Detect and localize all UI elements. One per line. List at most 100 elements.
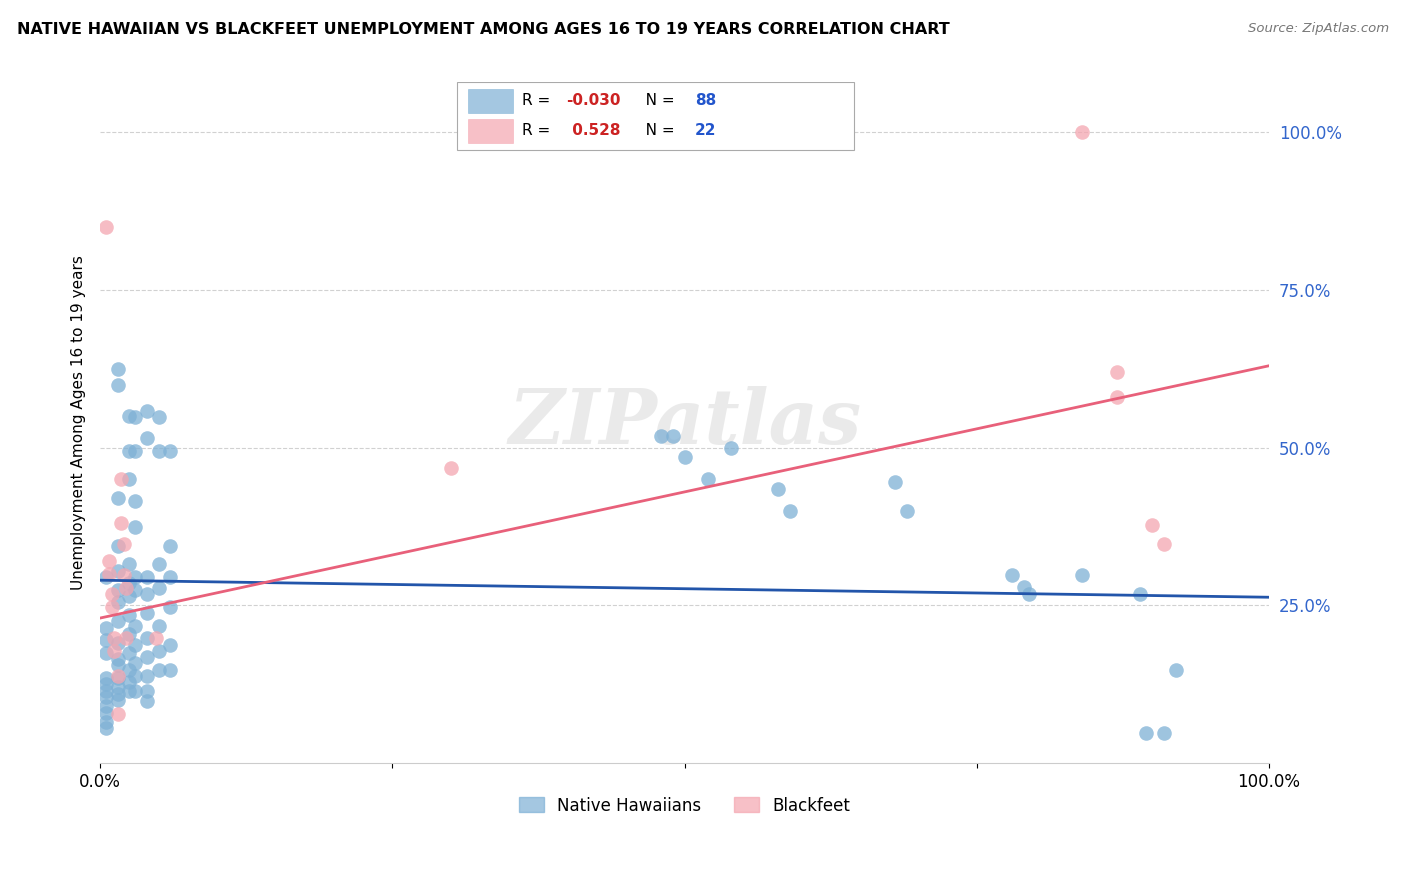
Text: R =: R = bbox=[522, 94, 555, 109]
Text: 0.528: 0.528 bbox=[567, 123, 620, 138]
Text: ZIPatlas: ZIPatlas bbox=[508, 385, 860, 459]
Point bbox=[159, 638, 181, 652]
Point bbox=[1164, 663, 1187, 677]
Y-axis label: Unemployment Among Ages 16 to 19 years: Unemployment Among Ages 16 to 19 years bbox=[72, 255, 86, 590]
Point bbox=[94, 706, 117, 720]
FancyBboxPatch shape bbox=[468, 88, 513, 113]
Point bbox=[107, 595, 129, 609]
Point bbox=[94, 715, 117, 730]
Point bbox=[101, 599, 124, 614]
Point bbox=[145, 632, 167, 646]
Point bbox=[1153, 726, 1175, 740]
Point bbox=[103, 632, 125, 646]
Point bbox=[159, 570, 181, 584]
Point bbox=[94, 683, 117, 698]
Point bbox=[148, 410, 170, 425]
Text: N =: N = bbox=[631, 123, 679, 138]
Point bbox=[135, 606, 157, 620]
Point bbox=[135, 431, 157, 445]
FancyBboxPatch shape bbox=[468, 119, 513, 144]
Point bbox=[107, 669, 129, 683]
Point bbox=[1153, 536, 1175, 550]
Point bbox=[94, 699, 117, 714]
Point bbox=[124, 669, 146, 683]
Point bbox=[107, 582, 129, 597]
Point bbox=[124, 582, 146, 597]
Point bbox=[159, 443, 181, 458]
Point bbox=[98, 554, 121, 568]
Text: R =: R = bbox=[522, 123, 555, 138]
Point bbox=[779, 504, 801, 518]
Legend: Native Hawaiians, Blackfeet: Native Hawaiians, Blackfeet bbox=[510, 789, 859, 823]
Point bbox=[135, 650, 157, 665]
Point bbox=[107, 658, 129, 673]
Point bbox=[124, 657, 146, 671]
Text: NATIVE HAWAIIAN VS BLACKFEET UNEMPLOYMENT AMONG AGES 16 TO 19 YEARS CORRELATION : NATIVE HAWAIIAN VS BLACKFEET UNEMPLOYMEN… bbox=[17, 22, 949, 37]
Point bbox=[94, 646, 117, 660]
Point bbox=[650, 429, 672, 443]
Point bbox=[697, 472, 720, 486]
Point bbox=[118, 607, 141, 622]
Point bbox=[118, 472, 141, 486]
Text: Source: ZipAtlas.com: Source: ZipAtlas.com bbox=[1249, 22, 1389, 36]
Point bbox=[110, 472, 132, 486]
Point bbox=[112, 568, 135, 582]
Point bbox=[1135, 726, 1157, 740]
Text: N =: N = bbox=[631, 94, 679, 109]
Point bbox=[148, 644, 170, 658]
Point bbox=[148, 581, 170, 595]
Point bbox=[124, 618, 146, 632]
Point bbox=[1012, 580, 1035, 594]
Point bbox=[110, 516, 132, 531]
Point bbox=[115, 581, 138, 595]
Point bbox=[94, 690, 117, 704]
Point bbox=[135, 694, 157, 708]
Point bbox=[107, 706, 129, 721]
Point bbox=[118, 683, 141, 698]
Point bbox=[94, 219, 117, 234]
Point bbox=[148, 618, 170, 632]
Point bbox=[107, 491, 129, 506]
Point bbox=[1018, 587, 1040, 601]
Point bbox=[1140, 517, 1163, 532]
Text: -0.030: -0.030 bbox=[567, 94, 621, 109]
FancyBboxPatch shape bbox=[457, 82, 853, 150]
Point bbox=[118, 589, 141, 603]
Point bbox=[118, 443, 141, 458]
Point bbox=[1071, 125, 1094, 139]
Point bbox=[94, 570, 117, 584]
Point bbox=[135, 683, 157, 698]
Point bbox=[135, 570, 157, 584]
Point bbox=[107, 687, 129, 701]
Point bbox=[118, 627, 141, 641]
Point bbox=[107, 652, 129, 666]
Point bbox=[148, 443, 170, 458]
Point bbox=[107, 671, 129, 685]
Point bbox=[118, 558, 141, 572]
Point bbox=[124, 638, 146, 652]
Point bbox=[94, 633, 117, 648]
Point bbox=[884, 475, 907, 490]
Point bbox=[107, 539, 129, 553]
Point bbox=[112, 536, 135, 550]
Point bbox=[148, 558, 170, 572]
Point bbox=[98, 566, 121, 581]
Point bbox=[159, 599, 181, 614]
Point bbox=[124, 519, 146, 533]
Point bbox=[107, 614, 129, 628]
Point bbox=[159, 539, 181, 553]
Point bbox=[94, 677, 117, 691]
Point bbox=[118, 576, 141, 591]
Point bbox=[135, 632, 157, 646]
Point bbox=[107, 362, 129, 376]
Point bbox=[94, 722, 117, 736]
Point bbox=[103, 644, 125, 658]
Point bbox=[1001, 568, 1024, 582]
Point bbox=[107, 693, 129, 707]
Point bbox=[118, 675, 141, 690]
Point bbox=[94, 620, 117, 634]
Point bbox=[124, 570, 146, 584]
Point bbox=[135, 587, 157, 601]
Point bbox=[101, 587, 124, 601]
Point bbox=[135, 669, 157, 683]
